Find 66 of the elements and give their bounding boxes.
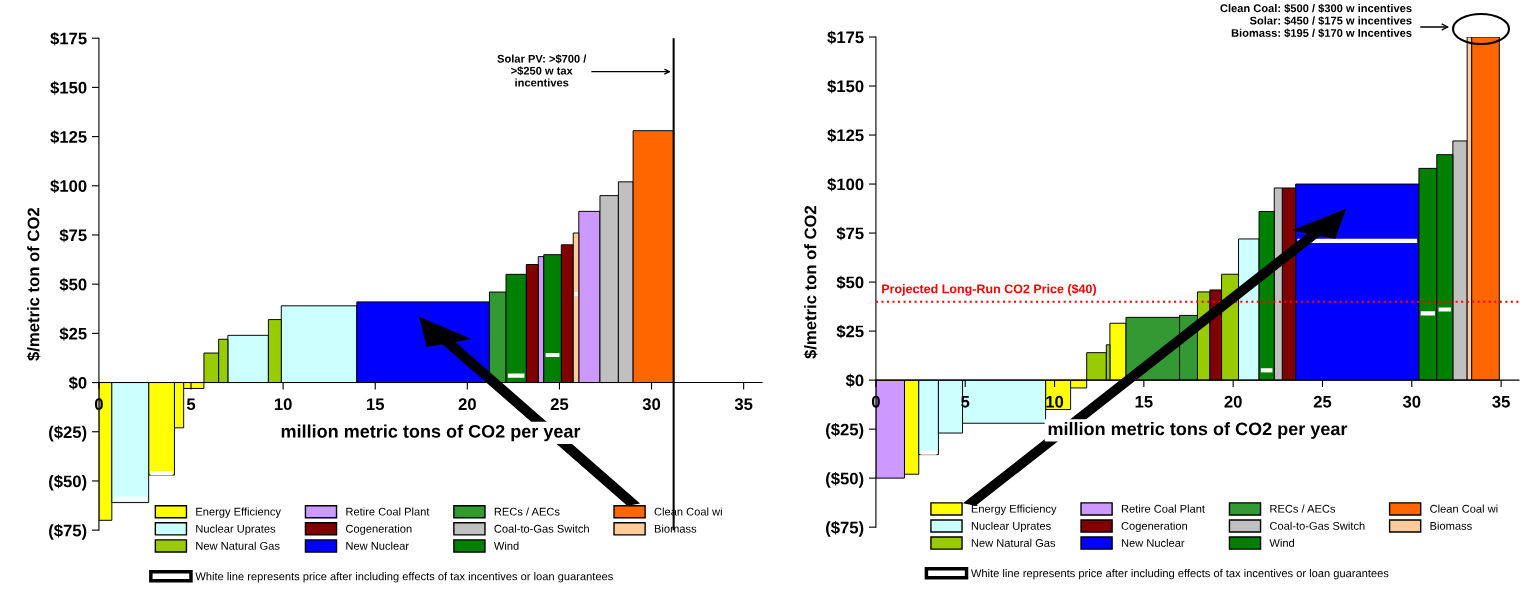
legend-label: Biomass [654,524,697,533]
legend-label: New Natural Gas [196,541,280,550]
legend-label: RECs / AECs [494,507,560,516]
legend-label: Cogeneration [346,524,412,535]
x-tick-label: 15 [1135,396,1153,408]
x-tick-label: 5 [186,398,196,411]
y-tick-label: $125 [50,130,87,144]
legend-label: Wind [1269,538,1295,547]
legend-label: Nuclear Uprates [196,524,276,535]
annotation: Clean Coal: $500 / $300 w incentives Solar: $450 / $175 w incentives Biomass: $195 / $170 w Incentives [1220,3,1412,38]
legend-label: New Nuclear [1121,538,1185,547]
x-tick-label: 10 [274,398,292,411]
x-tick-label: 25 [1313,395,1332,408]
x-tick-label: 15 [367,398,385,411]
y-tick-label: $50 [836,275,864,290]
x-tick-label: 30 [642,398,661,411]
x-tick-label: 10 [1046,395,1064,408]
ref-line-label: Projected Long-Run CO2 Price ($40) [882,283,1096,296]
y-tick-label: $50 [59,277,87,292]
y-tick-label: ($25) [49,425,87,442]
annotation: Solar PV: >$700 / >$250 w tax incentives [497,54,587,87]
y-axis-title: $/metric ton of CO2 [26,207,41,361]
legend-label: White line represents price after including effects of tax incentives or loan guarantees [195,572,613,583]
y-tick-label: $150 [827,79,864,94]
y-tick-label: $25 [836,324,864,339]
y-tick-label: $100 [50,179,87,194]
y-tick-label: $175 [827,30,864,45]
x-tick-label: 20 [458,398,476,411]
x-tick-label: 0 [94,398,103,411]
legend-label: Coal-to-Gas Switch [494,524,589,533]
y-tick-label: ($25) [826,422,864,439]
legend-label: Biomass [1430,521,1472,530]
y-tick-label: ($50) [49,474,87,491]
y-tick-label: $0 [68,376,87,390]
x-tick-label: 20 [1224,395,1242,408]
x-tick-label: 25 [550,398,569,411]
legend-label: Coal-to-Gas Switch [1270,521,1365,530]
y-tick-label: $150 [50,81,87,95]
legend-label: Retire Coal Plant [346,507,430,516]
x-tick-label: 35 [1492,395,1510,408]
legend-label: New Natural Gas [971,538,1056,547]
legend-label: New Nuclear [346,541,409,550]
legend-label: Wind [493,541,519,550]
x-tick-label: 35 [734,398,753,411]
y-tick-label: $75 [59,228,87,243]
y-tick-label: ($75) [826,520,864,537]
legend-label: Cogeneration [1121,521,1188,533]
legend-label: Energy Efficiency [971,504,1057,515]
legend-label: Energy Efficiency [196,507,281,518]
x-axis-title: million metric tons of CO2 per year [1048,422,1348,439]
x-axis-title: million metric tons of CO2 per year [281,424,581,442]
y-tick-label: $75 [836,226,864,241]
y-tick-label: $0 [845,373,864,388]
legend-label: Nuclear Uprates [971,521,1051,533]
x-tick-label: 30 [1402,395,1421,408]
y-tick-label: ($75) [49,523,87,540]
y-axis-title: $/metric ton of CO2 [803,205,818,359]
legend-label: Clean Coal wi [1430,504,1498,513]
legend-label: RECs / AECs [1270,504,1336,513]
y-tick-label: $125 [827,128,864,143]
legend-label: White line represents price after including effects of tax incentives or loan guarantees [970,569,1389,580]
y-tick-label: ($50) [826,471,864,488]
y-tick-label: $25 [59,327,87,341]
y-tick-label: $100 [827,177,864,192]
y-tick-label: $175 [50,31,87,46]
legend-label: Retire Coal Plant [1121,504,1205,513]
